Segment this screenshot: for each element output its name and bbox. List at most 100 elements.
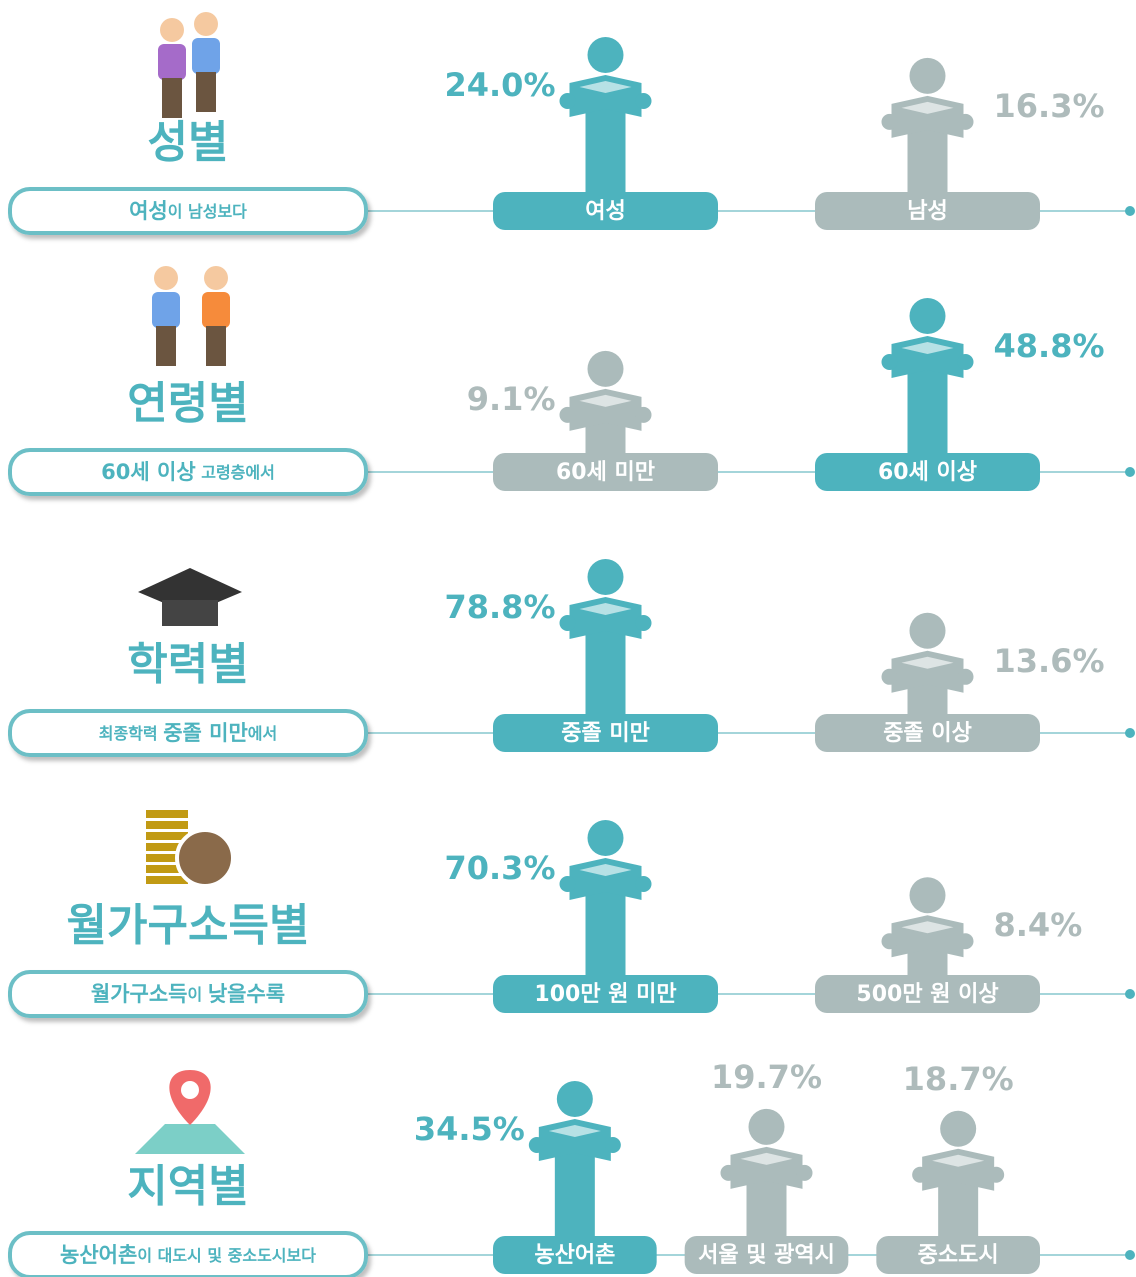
figure-hand bbox=[881, 933, 898, 950]
figure bbox=[559, 820, 652, 975]
figure-head bbox=[587, 37, 624, 73]
figure bbox=[720, 1108, 813, 1236]
caption-part: 이 bbox=[188, 985, 208, 1004]
caption-part: 에서 bbox=[248, 724, 277, 743]
caption-pill bbox=[8, 448, 368, 496]
group-label: 여성 bbox=[585, 199, 625, 224]
figure-head bbox=[909, 877, 946, 914]
section-title: 연령별 bbox=[127, 378, 248, 429]
figure-pillar bbox=[907, 358, 948, 453]
connector-dot bbox=[1125, 467, 1135, 477]
figure-hand bbox=[559, 615, 576, 631]
icon-legs bbox=[196, 72, 216, 112]
section-title: 학력별 bbox=[127, 639, 248, 690]
figure-page bbox=[901, 101, 954, 114]
icon-coin bbox=[146, 843, 188, 851]
icon-head bbox=[154, 266, 178, 290]
figure-page bbox=[548, 1125, 601, 1137]
figure bbox=[559, 37, 652, 192]
caption-part: 농산어촌 bbox=[60, 1243, 137, 1267]
section-title: 지역별 bbox=[127, 1161, 248, 1212]
group-label: 500만 원 이상 bbox=[856, 982, 998, 1007]
figure bbox=[881, 57, 974, 192]
section-title: 월가구소득별 bbox=[67, 900, 310, 951]
value-label: 24.0% bbox=[444, 66, 555, 104]
figure-hand bbox=[988, 1166, 1005, 1183]
figure-head bbox=[909, 612, 946, 649]
figure-page bbox=[579, 603, 632, 615]
group-label: 서울 및 광역시 bbox=[698, 1243, 835, 1268]
group-pill bbox=[493, 192, 718, 230]
icon-legs bbox=[156, 326, 176, 366]
connector-dot bbox=[1125, 989, 1135, 999]
figure-hand bbox=[957, 933, 974, 950]
group-pill bbox=[493, 1236, 657, 1274]
figure-pillar bbox=[585, 619, 626, 714]
figure-hand bbox=[559, 876, 576, 892]
figure-pillar bbox=[585, 880, 626, 975]
figure bbox=[559, 350, 652, 453]
connector-dot bbox=[1125, 206, 1135, 216]
figure-hand bbox=[635, 615, 652, 631]
caption-part: 60세 이상 bbox=[101, 460, 196, 484]
value-label: 13.6% bbox=[994, 642, 1105, 680]
figure-head bbox=[587, 559, 624, 595]
group-pill bbox=[876, 1236, 1040, 1274]
value-label: 9.1% bbox=[467, 380, 556, 418]
figure-hand bbox=[957, 668, 974, 685]
group-pill bbox=[493, 975, 718, 1013]
connector-dot bbox=[1125, 1250, 1135, 1260]
figure-hand bbox=[881, 668, 898, 685]
figure bbox=[912, 1110, 1005, 1236]
figure-pillar bbox=[585, 97, 626, 192]
icon-map bbox=[135, 1124, 245, 1154]
caption-part: 월가구소득 bbox=[91, 982, 188, 1006]
icon-coin bbox=[146, 810, 188, 818]
group-pill bbox=[684, 1236, 849, 1274]
group-label: 중졸 이상 bbox=[883, 721, 972, 746]
value-label: 34.5% bbox=[414, 1110, 525, 1148]
group-label: 중소도시 bbox=[918, 1243, 999, 1268]
figure-page bbox=[901, 342, 954, 354]
group-pill bbox=[815, 714, 1040, 752]
caption: 월가구소득이 낮을수록 bbox=[91, 982, 285, 1006]
icon-legs bbox=[206, 326, 226, 366]
figure-hand bbox=[635, 93, 652, 109]
group-label: 100만 원 미만 bbox=[534, 982, 676, 1007]
figure-page bbox=[579, 81, 632, 93]
figure-head bbox=[556, 1081, 593, 1117]
figure-hand bbox=[796, 1164, 813, 1181]
figure-hand bbox=[912, 1166, 929, 1183]
figure bbox=[559, 559, 652, 714]
icon-body bbox=[158, 44, 186, 80]
caption-part: 중졸 미만 bbox=[163, 721, 248, 745]
figure-page bbox=[901, 921, 954, 934]
figure-page bbox=[740, 1152, 793, 1165]
value-label: 8.4% bbox=[994, 906, 1083, 944]
icon-won bbox=[175, 828, 235, 888]
figure-hand bbox=[635, 876, 652, 892]
group-label: 60세 미만 bbox=[556, 460, 655, 485]
caption-pill bbox=[8, 970, 368, 1018]
figure-page bbox=[579, 864, 632, 876]
figure bbox=[528, 1081, 621, 1236]
caption-part: 고령층에서 bbox=[196, 463, 275, 482]
icon-head bbox=[194, 12, 218, 36]
group-label: 남성 bbox=[907, 199, 947, 224]
group-pill bbox=[493, 714, 718, 752]
caption: 60세 이상 고령층에서 bbox=[101, 460, 275, 484]
figure-hand bbox=[559, 406, 576, 423]
figure bbox=[881, 298, 974, 453]
icon-head bbox=[204, 266, 228, 290]
icon-coin bbox=[146, 821, 188, 829]
icon-body bbox=[202, 292, 230, 328]
group-label: 중졸 미만 bbox=[561, 721, 650, 746]
icon-coin bbox=[146, 865, 188, 873]
figure-head bbox=[909, 57, 946, 94]
icon-head bbox=[160, 18, 184, 42]
figure-hand bbox=[559, 93, 576, 109]
